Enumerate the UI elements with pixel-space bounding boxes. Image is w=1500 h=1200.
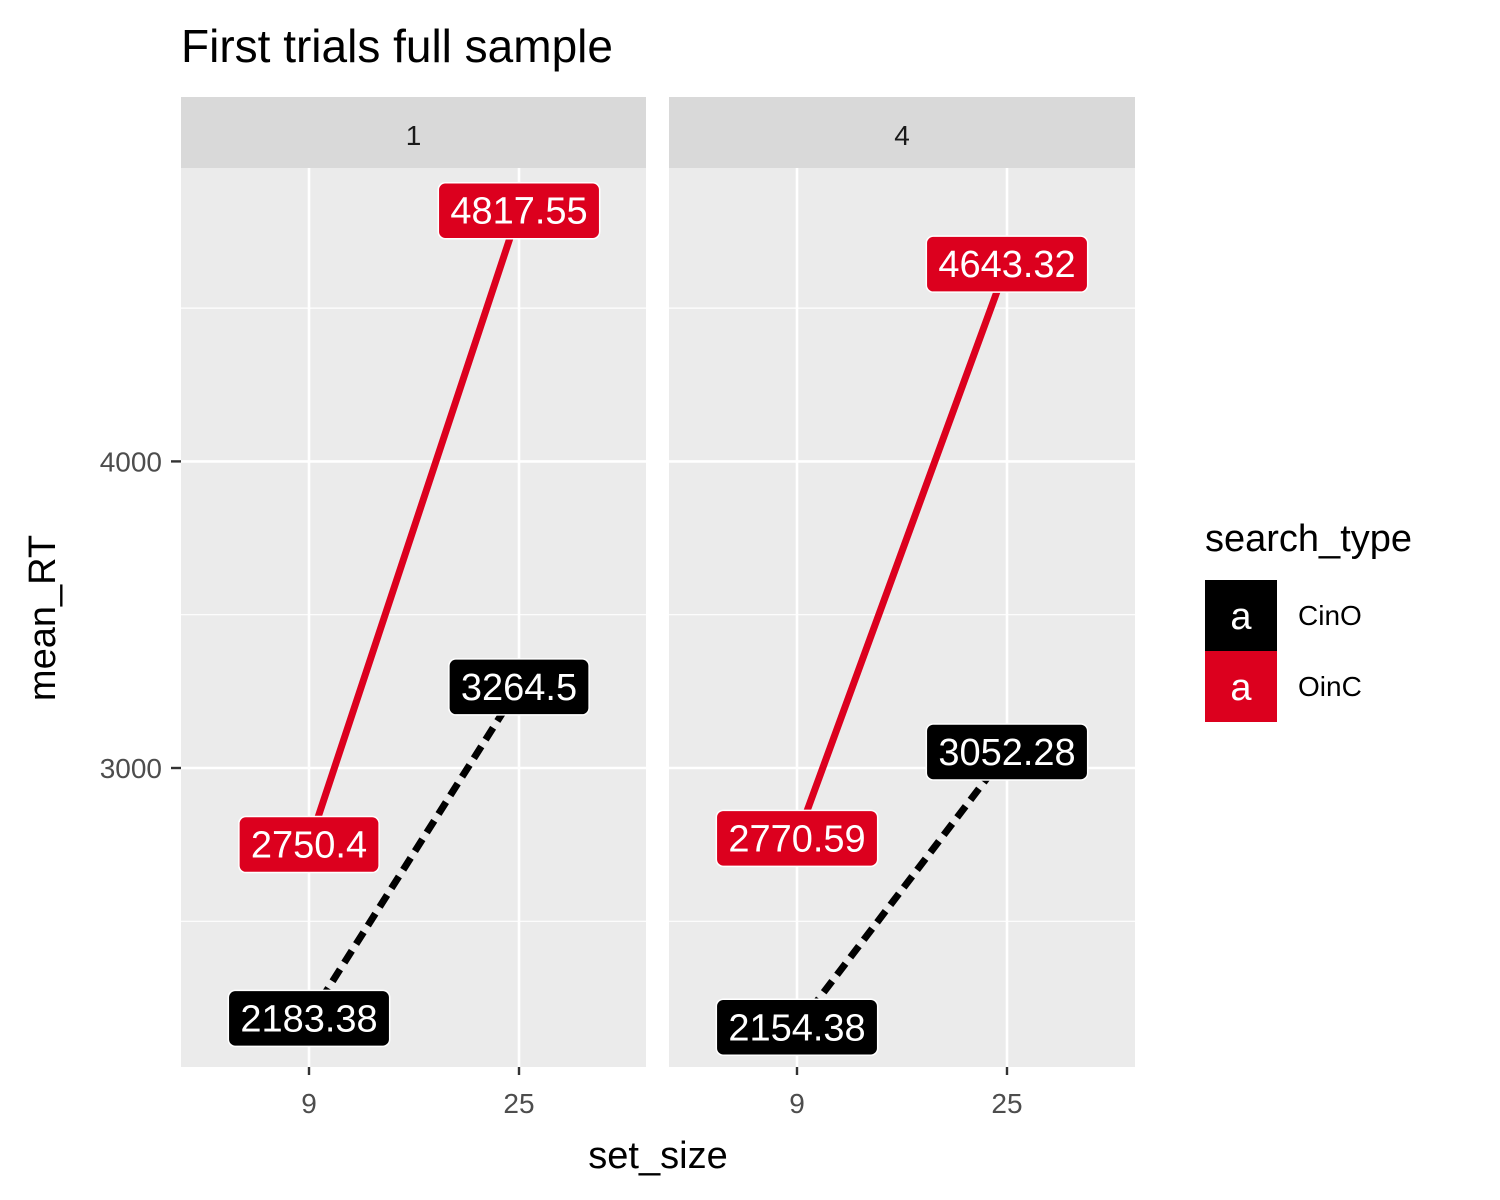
panel-background xyxy=(181,168,646,1067)
data-label-box xyxy=(925,723,1089,781)
data-label-text: 2154.38 xyxy=(728,1007,865,1049)
legend-key-swatch xyxy=(1205,580,1277,651)
data-label-oinc: 2770.59 xyxy=(715,809,879,868)
legend-label: OinC xyxy=(1298,671,1362,702)
panel-background xyxy=(669,168,1135,1067)
data-label-box xyxy=(925,235,1089,293)
data-label-text: 2183.38 xyxy=(240,998,377,1040)
y-tick-label: 3000 xyxy=(100,753,162,784)
data-label-box xyxy=(227,989,391,1048)
data-label-text: 4643.32 xyxy=(938,244,1075,286)
series-line-oinc xyxy=(305,209,523,846)
facet-strip xyxy=(669,97,1135,168)
data-label-box xyxy=(238,815,380,874)
data-label-cino: 2183.38 xyxy=(227,989,391,1048)
data-label-text: 4817.55 xyxy=(450,191,587,233)
x-tick-label: 25 xyxy=(503,1088,534,1119)
y-tick-label: 4000 xyxy=(100,446,162,477)
facet-panel-1: 1 2183.38 3264.5 2750.4 4817.55 9 25 xyxy=(181,97,646,1119)
data-label-text: 2750.4 xyxy=(251,825,367,867)
legend-key-cino: a xyxy=(1205,580,1277,651)
legend-title: search_type xyxy=(1205,518,1412,560)
facet-strip-label: 1 xyxy=(406,120,422,151)
data-label-oinc: 4817.55 xyxy=(437,181,601,240)
x-axis-title: set_size xyxy=(588,1135,727,1177)
data-label-text: 3264.5 xyxy=(461,667,577,709)
data-label-box xyxy=(437,181,601,240)
facet-strip-label: 4 xyxy=(894,120,910,151)
legend-key-swatch xyxy=(1205,651,1277,722)
data-label-cino: 3264.5 xyxy=(448,658,590,716)
series-line-cino xyxy=(794,749,1010,1030)
legend-key-glyph: a xyxy=(1230,596,1252,638)
data-label-text: 3052.28 xyxy=(938,732,1075,774)
y-axis-title: mean_RT xyxy=(22,535,64,701)
legend-key-glyph: a xyxy=(1230,667,1252,709)
data-label-cino: 2154.38 xyxy=(715,998,879,1057)
facet-panel-4: 4 2154.38 3052.28 2770.59 4643.32 9 25 xyxy=(669,97,1135,1119)
x-tick-label: 9 xyxy=(301,1088,317,1119)
data-label-cino: 3052.28 xyxy=(925,723,1089,781)
data-label-box xyxy=(715,809,879,868)
chart-title: First trials full sample xyxy=(181,20,613,72)
series-line-oinc xyxy=(793,262,1011,840)
data-label-box xyxy=(448,658,590,716)
data-label-box xyxy=(715,998,879,1057)
legend-label: CinO xyxy=(1298,600,1362,631)
facet-strip xyxy=(181,97,646,168)
x-tick-label: 25 xyxy=(991,1088,1022,1119)
data-label-oinc: 2750.4 xyxy=(238,815,380,874)
data-label-text: 2770.59 xyxy=(728,818,865,860)
legend-key-oinc: a xyxy=(1205,651,1277,722)
x-tick-label: 9 xyxy=(789,1088,805,1119)
data-label-oinc: 4643.32 xyxy=(925,235,1089,293)
